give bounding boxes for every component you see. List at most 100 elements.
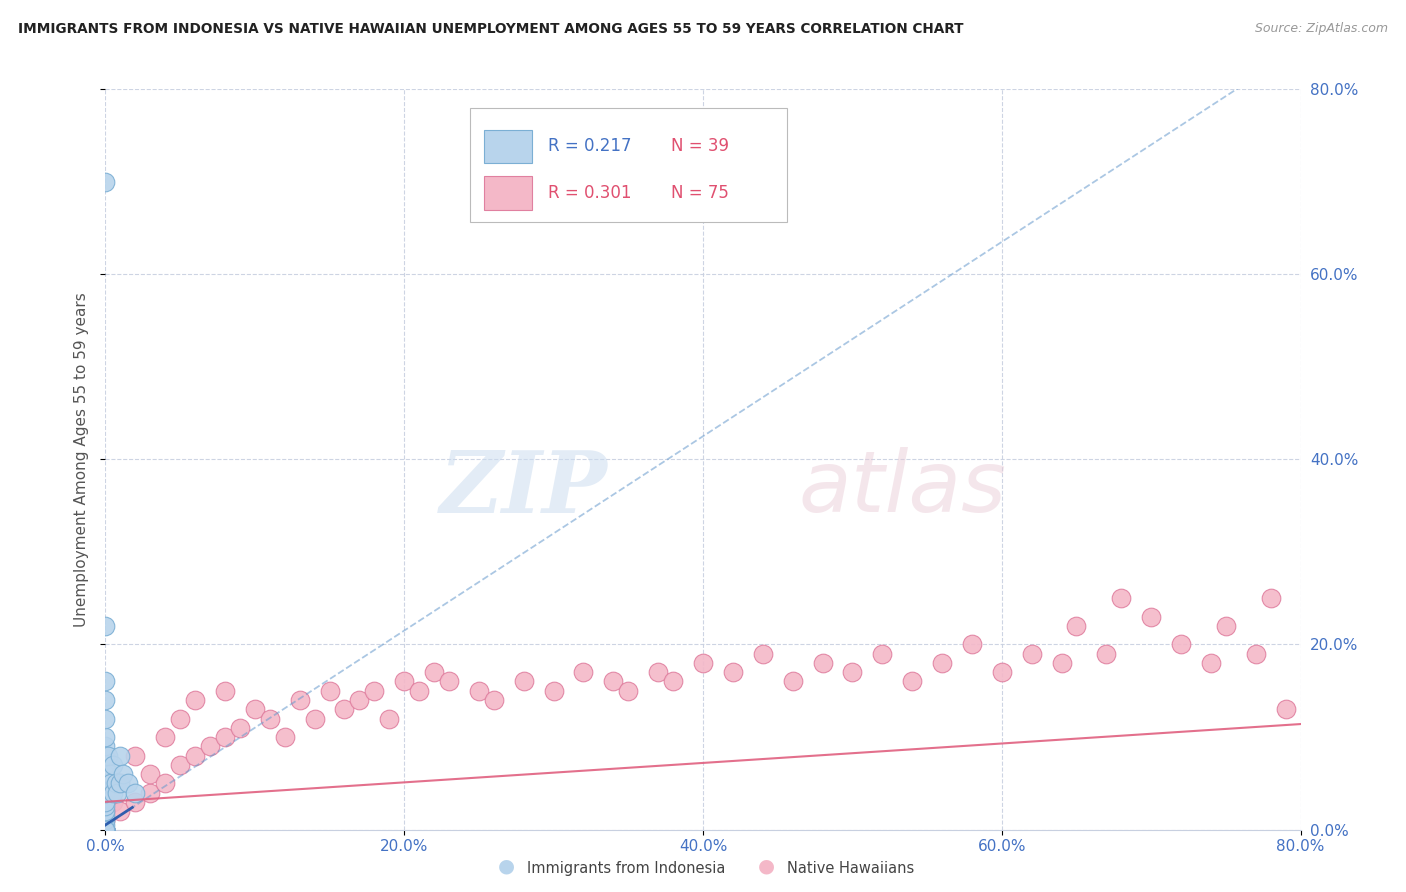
Point: [259, 712, 281, 726]
Point: [1215, 619, 1237, 633]
Point: [229, 721, 252, 735]
Point: [94, 822, 117, 837]
Point: [214, 730, 236, 744]
Point: [1199, 656, 1222, 670]
Point: [408, 683, 430, 698]
Point: [1244, 647, 1267, 661]
Point: [94, 804, 117, 818]
Point: [184, 693, 207, 707]
Point: [94, 799, 117, 814]
Text: atlas: atlas: [799, 448, 1007, 531]
Point: [94, 795, 117, 809]
Text: Immigrants from Indonesia: Immigrants from Indonesia: [527, 861, 725, 876]
Point: [901, 674, 924, 689]
Point: [124, 786, 146, 800]
Point: [94, 739, 117, 754]
Point: [513, 674, 536, 689]
FancyBboxPatch shape: [484, 129, 531, 163]
Point: [304, 712, 326, 726]
Point: [468, 683, 491, 698]
Text: R = 0.301: R = 0.301: [547, 184, 631, 202]
Point: [94, 712, 117, 726]
Point: [94, 748, 117, 763]
Point: [1111, 591, 1133, 606]
Point: [1260, 591, 1282, 606]
Point: [94, 822, 117, 837]
Point: [94, 822, 117, 837]
Point: [124, 795, 146, 809]
Point: [273, 730, 295, 744]
Point: [94, 804, 117, 818]
Point: [198, 739, 221, 754]
Point: [94, 757, 117, 772]
Y-axis label: Unemployment Among Ages 55 to 59 years: Unemployment Among Ages 55 to 59 years: [75, 292, 90, 627]
FancyBboxPatch shape: [470, 108, 787, 222]
Point: [1140, 609, 1163, 624]
Point: [94, 795, 117, 809]
Text: ZIP: ZIP: [440, 447, 607, 531]
Point: [100, 776, 122, 790]
Point: [437, 674, 460, 689]
Point: [94, 808, 117, 822]
Point: [94, 776, 117, 790]
Point: [117, 776, 139, 790]
Point: [617, 683, 640, 698]
Point: [94, 822, 117, 837]
Text: IMMIGRANTS FROM INDONESIA VS NATIVE HAWAIIAN UNEMPLOYMENT AMONG AGES 55 TO 59 YE: IMMIGRANTS FROM INDONESIA VS NATIVE HAWA…: [18, 22, 963, 37]
Point: [94, 175, 117, 189]
Point: [94, 822, 117, 837]
Text: Source: ZipAtlas.com: Source: ZipAtlas.com: [1254, 22, 1388, 36]
Point: [288, 693, 311, 707]
Point: [94, 786, 117, 800]
Point: [94, 814, 117, 828]
Point: [1021, 647, 1043, 661]
Point: [98, 767, 121, 781]
Text: ●: ●: [498, 857, 515, 876]
Point: [139, 767, 162, 781]
Point: [543, 683, 565, 698]
Point: [97, 748, 120, 763]
Point: [662, 674, 685, 689]
Point: [378, 712, 401, 726]
Text: R = 0.217: R = 0.217: [547, 137, 631, 155]
Point: [931, 656, 953, 670]
Point: [94, 822, 117, 837]
Point: [94, 822, 117, 837]
FancyBboxPatch shape: [484, 177, 531, 210]
Point: [721, 665, 744, 680]
Point: [94, 822, 117, 837]
Point: [960, 637, 983, 651]
Point: [94, 822, 117, 837]
Point: [751, 647, 773, 661]
Point: [482, 693, 505, 707]
Point: [1274, 702, 1296, 716]
Point: [107, 786, 129, 800]
Text: N = 39: N = 39: [671, 137, 728, 155]
Point: [94, 786, 117, 800]
Point: [214, 683, 236, 698]
Point: [811, 656, 834, 670]
Point: [169, 712, 191, 726]
Text: N = 75: N = 75: [671, 184, 728, 202]
Point: [1095, 647, 1118, 661]
Point: [841, 665, 863, 680]
Point: [1050, 656, 1073, 670]
Text: Native Hawaiians: Native Hawaiians: [787, 861, 915, 876]
Point: [94, 822, 117, 837]
Point: [110, 748, 132, 763]
Point: [602, 674, 624, 689]
Point: [184, 748, 207, 763]
Point: [572, 665, 595, 680]
Point: [94, 619, 117, 633]
Point: [1170, 637, 1192, 651]
Point: [394, 674, 416, 689]
Point: [169, 757, 191, 772]
Point: [155, 776, 177, 790]
Point: [94, 822, 117, 837]
Point: [101, 795, 124, 809]
Point: [94, 693, 117, 707]
Point: [94, 730, 117, 744]
Text: ●: ●: [758, 857, 775, 876]
Point: [94, 674, 117, 689]
Point: [94, 822, 117, 837]
